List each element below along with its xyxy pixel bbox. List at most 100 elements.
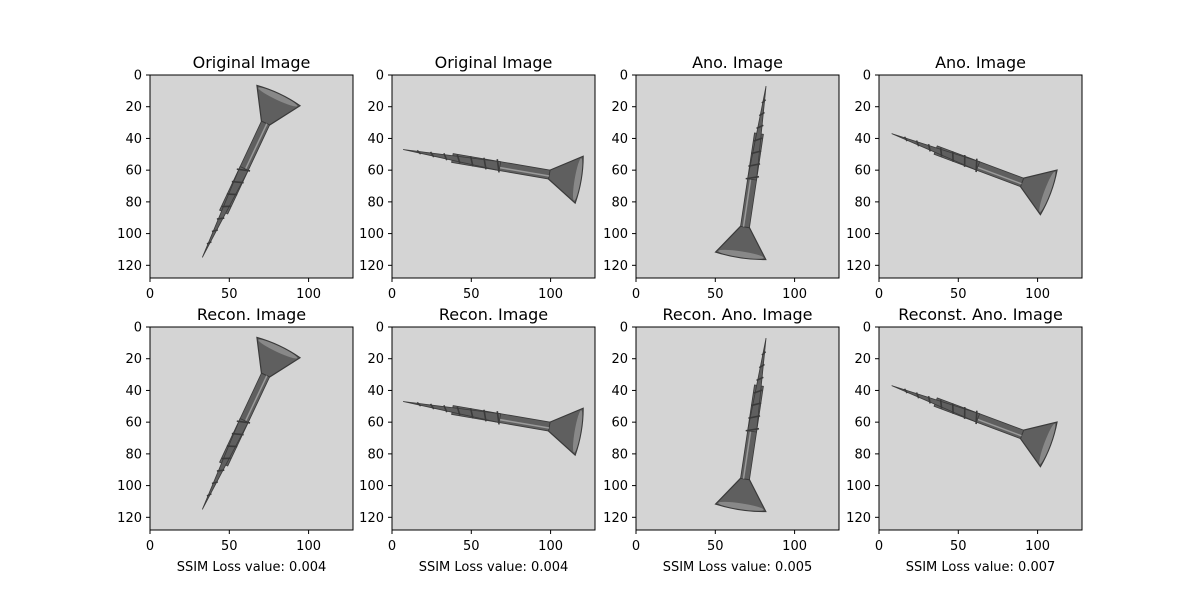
y-tick-label: 100 bbox=[117, 227, 142, 242]
x-tick-label: 0 bbox=[875, 287, 883, 302]
y-tick-label: 40 bbox=[367, 132, 384, 147]
y-tick-label: 100 bbox=[359, 227, 384, 242]
x-tick-label: 100 bbox=[296, 287, 321, 302]
ssim-loss-label: SSIM Loss value: 0.004 bbox=[177, 560, 327, 575]
y-tick-label: 100 bbox=[846, 479, 871, 494]
y-tick-label: 60 bbox=[854, 164, 871, 179]
x-tick-label: 100 bbox=[1025, 539, 1050, 554]
x-tick-label: 50 bbox=[707, 287, 724, 302]
x-tick-label: 0 bbox=[875, 539, 883, 554]
y-tick-label: 120 bbox=[117, 259, 142, 274]
x-tick-label: 100 bbox=[538, 287, 563, 302]
subplot-8: 0 50 100 0 20 40 60 80 100 120 Reconst. Ano. Image… bbox=[846, 305, 1083, 575]
x-tick-label: 0 bbox=[388, 539, 396, 554]
axes-frame bbox=[149, 326, 354, 531]
y-tick-label: 0 bbox=[376, 321, 384, 336]
x-tick-label: 50 bbox=[950, 539, 967, 554]
x-tick-label: 0 bbox=[632, 539, 640, 554]
y-tick-label: 80 bbox=[611, 447, 628, 462]
y-tick-label: 40 bbox=[611, 384, 628, 399]
subplot-title: Recon. Image bbox=[197, 305, 306, 324]
axes-frame bbox=[635, 74, 840, 279]
subplot-2: 0 50 100 0 20 40 60 80 100 120 Original Image bbox=[359, 53, 596, 302]
y-tick-label: 0 bbox=[620, 321, 628, 336]
y-tick-label: 120 bbox=[846, 259, 871, 274]
screw-image bbox=[403, 401, 584, 457]
y-tick-label: 20 bbox=[854, 352, 871, 367]
y-tick-label: 0 bbox=[620, 69, 628, 84]
x-tick-label: 50 bbox=[463, 287, 480, 302]
y-tick-label: 40 bbox=[854, 132, 871, 147]
y-tick-label: 120 bbox=[603, 511, 628, 526]
x-tick-label: 100 bbox=[782, 539, 807, 554]
axes-frame bbox=[878, 326, 1083, 531]
subplot-7: 0 50 100 0 20 40 60 80 100 120 Recon. Ano. Image SS… bbox=[603, 305, 840, 575]
y-tick-label: 60 bbox=[367, 416, 384, 431]
y-tick-label: 20 bbox=[125, 100, 142, 115]
y-tick-label: 120 bbox=[846, 511, 871, 526]
subplot-title: Recon. Ano. Image bbox=[662, 305, 812, 324]
y-tick-label: 120 bbox=[359, 259, 384, 274]
y-tick-label: 0 bbox=[134, 69, 142, 84]
y-tick-label: 80 bbox=[125, 195, 142, 210]
subplot-title: Ano. Image bbox=[935, 53, 1026, 72]
y-tick-label: 40 bbox=[611, 132, 628, 147]
x-tick-label: 0 bbox=[146, 287, 154, 302]
y-tick-label: 0 bbox=[863, 69, 871, 84]
x-tick-label: 50 bbox=[221, 539, 238, 554]
y-tick-label: 40 bbox=[367, 384, 384, 399]
y-tick-label: 80 bbox=[367, 447, 384, 462]
y-tick-label: 60 bbox=[854, 416, 871, 431]
y-tick-label: 40 bbox=[125, 384, 142, 399]
y-tick-label: 80 bbox=[854, 447, 871, 462]
y-tick-label: 120 bbox=[117, 511, 142, 526]
screw-image bbox=[891, 133, 1058, 216]
subplot-title: Original Image bbox=[435, 53, 553, 72]
x-tick-label: 100 bbox=[1025, 287, 1050, 302]
subplot-5: 0 50 100 0 20 40 60 80 100 120 Recon. Image SSIM Lo… bbox=[117, 305, 354, 575]
x-tick-label: 100 bbox=[782, 287, 807, 302]
y-tick-label: 20 bbox=[611, 352, 628, 367]
image-background bbox=[150, 327, 353, 530]
y-tick-label: 80 bbox=[367, 195, 384, 210]
ssim-loss-label: SSIM Loss value: 0.005 bbox=[663, 560, 813, 575]
y-tick-label: 40 bbox=[854, 384, 871, 399]
y-tick-label: 80 bbox=[854, 195, 871, 210]
y-tick-label: 20 bbox=[367, 100, 384, 115]
y-tick-label: 60 bbox=[125, 164, 142, 179]
subplot-4: 0 50 100 0 20 40 60 80 100 120 Ano. Image bbox=[846, 53, 1083, 302]
subplot-title: Original Image bbox=[193, 53, 311, 72]
y-tick-label: 20 bbox=[611, 100, 628, 115]
y-tick-label: 20 bbox=[125, 352, 142, 367]
screw-image bbox=[403, 149, 584, 205]
screw-image bbox=[891, 385, 1058, 468]
x-tick-label: 50 bbox=[707, 539, 724, 554]
axes-frame bbox=[391, 74, 596, 279]
y-tick-label: 20 bbox=[367, 352, 384, 367]
y-tick-label: 0 bbox=[134, 321, 142, 336]
screw-image bbox=[714, 86, 767, 261]
x-tick-label: 100 bbox=[296, 539, 321, 554]
y-tick-label: 60 bbox=[125, 416, 142, 431]
screw-image bbox=[201, 336, 302, 510]
y-tick-label: 120 bbox=[603, 259, 628, 274]
y-tick-label: 100 bbox=[359, 479, 384, 494]
y-tick-label: 20 bbox=[854, 100, 871, 115]
y-tick-label: 80 bbox=[611, 195, 628, 210]
y-tick-label: 80 bbox=[125, 447, 142, 462]
image-background bbox=[150, 75, 353, 278]
y-tick-label: 0 bbox=[376, 69, 384, 84]
subplot-title: Ano. Image bbox=[692, 53, 783, 72]
subplot-6: 0 50 100 0 20 40 60 80 100 120 Recon. Image SSIM Lo… bbox=[359, 305, 596, 575]
subplot-title: Recon. Image bbox=[439, 305, 548, 324]
x-tick-label: 50 bbox=[463, 539, 480, 554]
y-tick-label: 100 bbox=[603, 227, 628, 242]
y-tick-label: 0 bbox=[863, 321, 871, 336]
x-tick-label: 50 bbox=[221, 287, 238, 302]
y-tick-label: 100 bbox=[846, 227, 871, 242]
axes-frame bbox=[635, 326, 840, 531]
y-tick-label: 100 bbox=[117, 479, 142, 494]
axes-frame bbox=[878, 74, 1083, 279]
y-tick-label: 120 bbox=[359, 511, 384, 526]
y-tick-label: 60 bbox=[367, 164, 384, 179]
